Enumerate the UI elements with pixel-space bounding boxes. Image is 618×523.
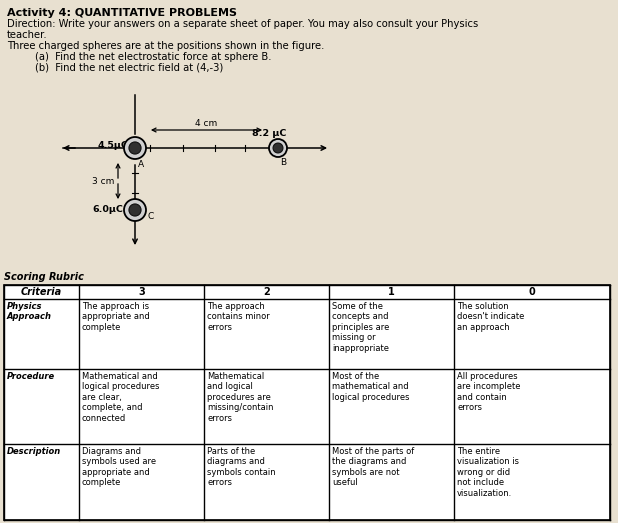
Text: 4 cm: 4 cm	[195, 119, 218, 128]
Text: 4.5μC: 4.5μC	[98, 141, 129, 150]
Text: Activity 4: QUANTITATIVE PROBLEMS: Activity 4: QUANTITATIVE PROBLEMS	[7, 8, 237, 18]
Text: 6.0μC: 6.0μC	[92, 206, 123, 214]
Text: Three charged spheres are at the positions shown in the figure.: Three charged spheres are at the positio…	[7, 41, 324, 51]
Circle shape	[124, 199, 146, 221]
Text: Parts of the
diagrams and
symbols contain
errors: Parts of the diagrams and symbols contai…	[207, 447, 276, 487]
Text: teacher.: teacher.	[7, 30, 48, 40]
Text: C: C	[148, 212, 154, 221]
Text: Mathematical
and logical
procedures are
missing/contain
errors: Mathematical and logical procedures are …	[207, 372, 274, 423]
Text: A: A	[138, 160, 144, 169]
Text: Diagrams and
symbols used are
appropriate and
complete: Diagrams and symbols used are appropriat…	[82, 447, 156, 487]
Text: 3 cm: 3 cm	[91, 176, 114, 186]
Text: The solution
doesn't indicate
an approach: The solution doesn't indicate an approac…	[457, 302, 525, 332]
Text: Most of the
mathematical and
logical procedures: Most of the mathematical and logical pro…	[332, 372, 410, 402]
Text: The approach is
appropriate and
complete: The approach is appropriate and complete	[82, 302, 150, 332]
Text: (a)  Find the net electrostatic force at sphere B.: (a) Find the net electrostatic force at …	[35, 52, 271, 62]
Text: The entire
visualization is
wrong or did
not include
visualization.: The entire visualization is wrong or did…	[457, 447, 519, 497]
Text: 1: 1	[388, 287, 395, 297]
Text: Some of the
concepts and
principles are
missing or
inappropriate: Some of the concepts and principles are …	[332, 302, 389, 353]
Circle shape	[129, 204, 141, 216]
Text: B: B	[280, 158, 286, 167]
Text: Mathematical and
logical procedures
are clear,
complete, and
connected: Mathematical and logical procedures are …	[82, 372, 159, 423]
Text: Description: Description	[7, 447, 61, 456]
Text: Scoring Rubric: Scoring Rubric	[4, 272, 84, 282]
Circle shape	[124, 137, 146, 159]
Text: All procedures
are incomplete
and contain
errors: All procedures are incomplete and contai…	[457, 372, 520, 412]
Text: 0: 0	[528, 287, 535, 297]
Circle shape	[269, 139, 287, 157]
Text: Procedure: Procedure	[7, 372, 55, 381]
Text: Direction: Write your answers on a separate sheet of paper. You may also consult: Direction: Write your answers on a separ…	[7, 19, 478, 29]
Text: 2: 2	[263, 287, 270, 297]
Text: The approach
contains minor
errors: The approach contains minor errors	[207, 302, 269, 332]
Text: 3: 3	[138, 287, 145, 297]
Text: Physics
Approach: Physics Approach	[7, 302, 52, 322]
Text: 8.2 μC: 8.2 μC	[252, 129, 286, 138]
Text: (b)  Find the net electric field at (4,-3): (b) Find the net electric field at (4,-3…	[35, 63, 223, 73]
Text: Criteria: Criteria	[21, 287, 62, 297]
Bar	[4, 285, 610, 520]
Circle shape	[129, 142, 141, 154]
Circle shape	[273, 143, 283, 153]
Text: Most of the parts of
the diagrams and
symbols are not
useful: Most of the parts of the diagrams and sy…	[332, 447, 414, 487]
